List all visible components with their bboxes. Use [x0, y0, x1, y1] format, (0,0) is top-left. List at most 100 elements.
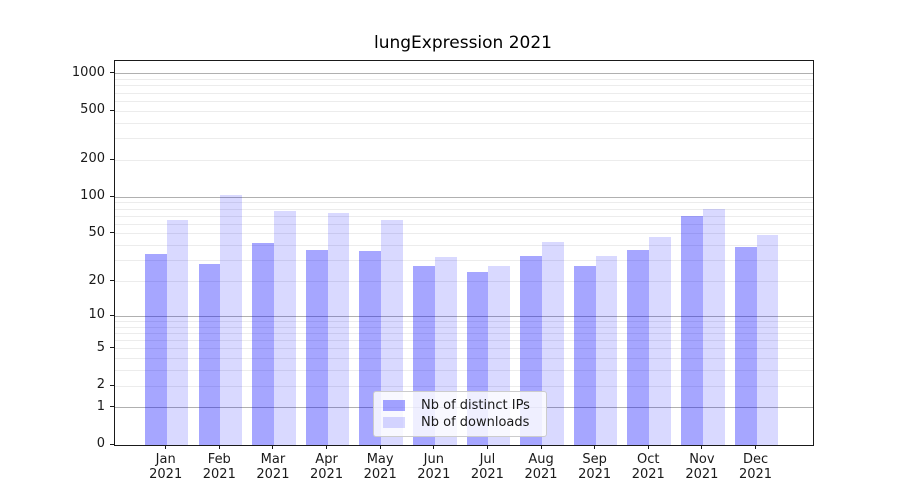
bar-ips-sep	[573, 266, 596, 445]
gridline	[115, 315, 813, 317]
x-tick-mark	[326, 445, 328, 449]
y-tick-label: 2	[96, 377, 105, 392]
x-tick-label: Dec 2021	[729, 452, 783, 482]
x-tick-month: Jun	[423, 452, 444, 467]
x-tick-label: Mar 2021	[246, 452, 300, 482]
gridline	[115, 208, 813, 210]
x-tick-mark	[540, 445, 542, 449]
bar-downloads-aug	[542, 241, 564, 445]
gridline	[115, 370, 813, 372]
x-tick-month: Aug	[528, 452, 554, 467]
y-tick-mark	[110, 384, 114, 386]
x-tick-label: Oct 2021	[621, 452, 675, 482]
gridline	[115, 73, 813, 75]
gridline	[115, 138, 813, 140]
x-tick-label: May 2021	[353, 452, 407, 482]
x-tick-mark	[647, 445, 649, 449]
gridline	[115, 245, 813, 247]
legend: Nb of distinct IPs Nb of downloads	[373, 391, 547, 437]
x-tick-year: 2021	[685, 467, 719, 482]
y-tick-label: 0	[96, 436, 105, 451]
x-tick-label: Jan 2021	[139, 452, 193, 482]
bar-downloads-dec	[756, 234, 779, 445]
legend-label: Nb of distinct IPs	[421, 398, 530, 413]
gridline	[115, 215, 813, 217]
x-tick-mark	[701, 445, 703, 449]
gridline	[115, 159, 813, 161]
y-tick-mark	[110, 232, 114, 234]
y-tick-label: 1	[96, 398, 105, 414]
x-tick-month: Oct	[637, 452, 660, 467]
x-tick-year: 2021	[149, 467, 183, 482]
gridline	[115, 85, 813, 87]
gridline	[115, 348, 813, 350]
gridline	[115, 385, 813, 387]
y-tick-label: 5	[96, 339, 105, 355]
legend-swatch-downloads	[383, 417, 405, 428]
gridline	[115, 320, 813, 322]
gridline	[115, 79, 813, 81]
y-tick-label: 1000	[71, 64, 105, 80]
y-tick-mark	[110, 195, 114, 197]
x-tick-year: 2021	[524, 467, 558, 482]
bar-downloads-may	[381, 220, 403, 445]
x-tick-year: 2021	[578, 467, 612, 482]
x-tick-mark	[486, 445, 488, 449]
y-tick-label: 10	[88, 307, 105, 323]
x-tick-month: Nov	[689, 452, 715, 467]
bar-downloads-oct	[649, 237, 672, 445]
gridline	[115, 340, 813, 341]
x-tick-mark	[755, 445, 757, 449]
x-tick-mark	[379, 445, 381, 449]
x-tick-label: Jul 2021	[460, 452, 514, 482]
x-tick-year: 2021	[417, 467, 451, 482]
gridline	[115, 223, 813, 225]
x-tick-year: 2021	[631, 467, 665, 482]
y-tick-mark	[110, 406, 114, 408]
y-tick-label: 50	[88, 224, 105, 240]
x-tick-label: Nov 2021	[675, 452, 729, 482]
x-tick-mark	[433, 445, 435, 449]
legend-item: Nb of distinct IPs	[383, 398, 537, 413]
y-tick-mark	[110, 280, 114, 281]
legend-swatch-ips	[383, 400, 405, 411]
y-tick-label: 200	[80, 151, 105, 167]
x-tick-mark	[594, 445, 596, 449]
y-tick-mark	[110, 443, 114, 445]
y-tick-mark	[110, 314, 114, 316]
x-tick-month: Dec	[742, 452, 769, 467]
bar-downloads-apr	[327, 213, 350, 445]
y-tick-mark	[110, 109, 114, 111]
legend-label: Nb of downloads	[421, 415, 530, 430]
x-tick-month: May	[366, 452, 394, 467]
bar-downloads-mar	[273, 211, 296, 445]
bar-ips-apr	[305, 249, 328, 445]
y-tick-label: 20	[88, 272, 105, 288]
gridline	[115, 233, 813, 235]
y-tick-mark	[110, 347, 114, 349]
y-tick-mark	[110, 158, 114, 160]
bar-ips-feb	[198, 264, 221, 445]
gridline	[115, 202, 813, 204]
gridline	[115, 122, 813, 124]
plot-area	[114, 60, 814, 446]
bar-ips-jan	[144, 254, 167, 445]
x-tick-year: 2021	[310, 467, 344, 482]
x-tick-mark	[218, 445, 220, 449]
x-tick-month: Jan	[155, 452, 176, 467]
gridline	[115, 110, 813, 112]
bar-ips-oct	[627, 249, 650, 445]
x-tick-year: 2021	[202, 467, 236, 482]
x-tick-month: Jul	[479, 452, 496, 467]
x-tick-label: Feb 2021	[192, 452, 246, 482]
chart-title: lungExpression 2021	[373, 33, 552, 53]
x-tick-label: Jun 2021	[407, 452, 461, 482]
gridline	[115, 100, 813, 102]
gridline	[115, 281, 813, 282]
x-tick-year: 2021	[738, 467, 773, 482]
bar-downloads-nov	[702, 209, 725, 445]
bar-downloads-sep	[595, 255, 618, 445]
gridline	[115, 92, 813, 94]
gridline	[115, 332, 813, 334]
